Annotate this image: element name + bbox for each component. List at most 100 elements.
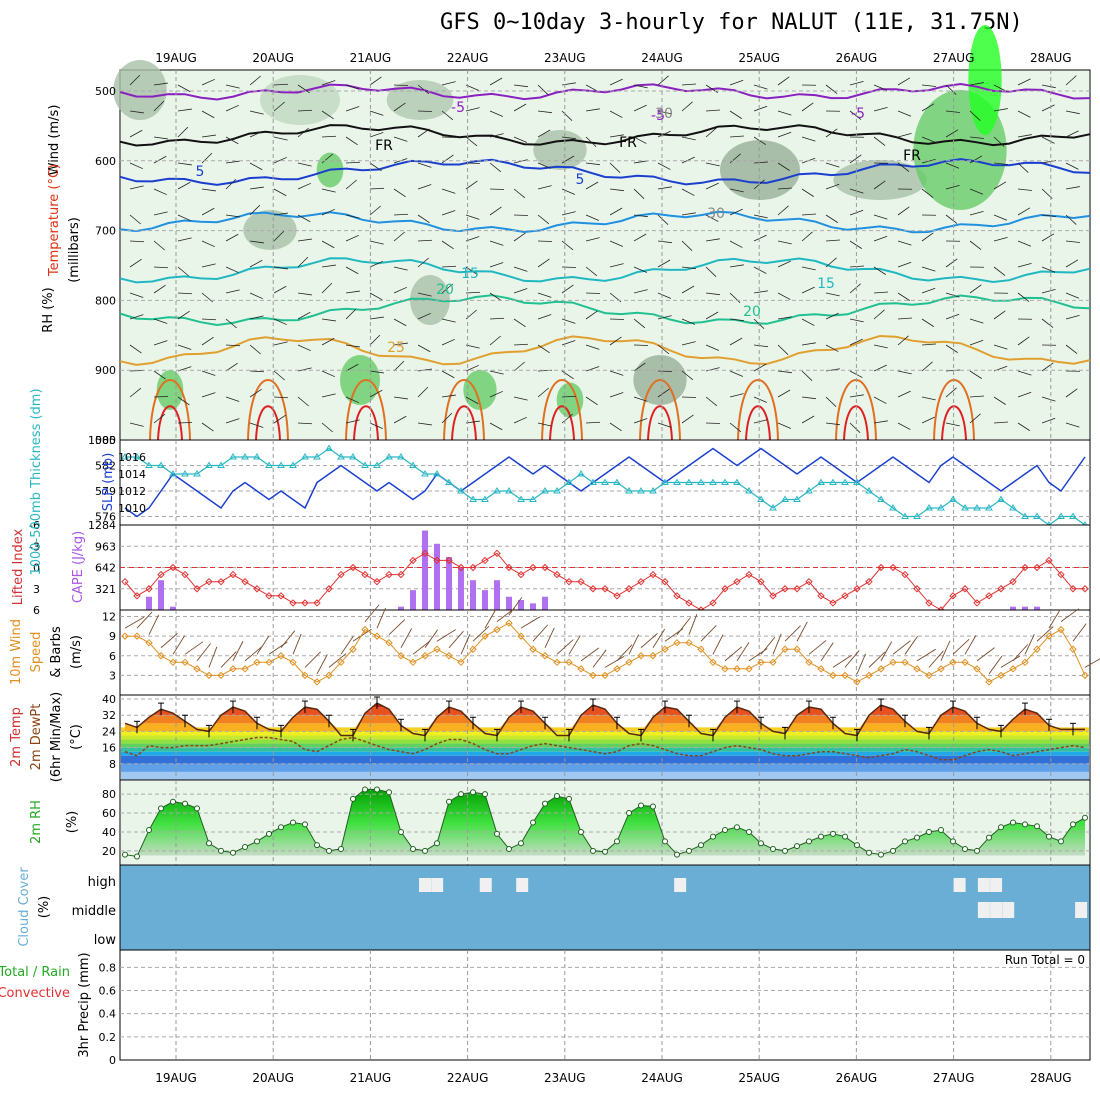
wind-ylabel2: Speed xyxy=(29,632,44,673)
wind-barb xyxy=(825,396,837,408)
wind-speed-point xyxy=(313,678,321,686)
li-point xyxy=(973,599,981,607)
wind-barb xyxy=(393,213,409,216)
wind-barb xyxy=(225,104,239,112)
wind-barb xyxy=(1041,266,1056,273)
li-point xyxy=(157,570,165,579)
rh-point xyxy=(302,821,308,828)
rh-blob xyxy=(260,75,340,125)
wind-barb xyxy=(129,314,144,320)
wind-barb xyxy=(369,370,384,374)
wind-tick-label: 12 xyxy=(102,611,116,624)
li-point xyxy=(901,570,909,579)
wind-barb xyxy=(585,181,599,190)
wind-barb xyxy=(1041,288,1056,294)
wind-barb xyxy=(681,101,693,112)
wind-barb xyxy=(201,152,213,164)
wind-barb xyxy=(369,162,382,172)
thickness-point xyxy=(265,461,273,468)
wind-barb xyxy=(1065,75,1077,86)
li-tick-label: -6 xyxy=(29,519,40,532)
li-point xyxy=(469,563,477,572)
li-point xyxy=(337,570,345,579)
wind-barb xyxy=(993,344,1008,350)
rh-point xyxy=(398,828,404,835)
rh-point xyxy=(146,827,152,834)
cloud-tick-label: low xyxy=(94,933,117,948)
wind-barb xyxy=(321,264,336,268)
li-point xyxy=(433,556,441,565)
rh-point xyxy=(866,849,872,856)
wind-barb xyxy=(753,136,766,145)
wind-barb xyxy=(465,84,480,91)
wind-barb-10m xyxy=(220,651,237,668)
thickness-points xyxy=(121,444,1089,528)
thickness-point xyxy=(481,495,489,502)
wind-barb xyxy=(897,370,912,375)
temp-band xyxy=(121,731,1089,736)
wind-barb-10m xyxy=(256,635,270,655)
thickness-point xyxy=(409,461,417,468)
wind-barb xyxy=(897,422,911,430)
wind-barb xyxy=(153,240,165,251)
wind-speed-point xyxy=(1069,645,1077,653)
li-point xyxy=(601,585,609,593)
date-label-bottom: 21AUG xyxy=(350,1071,392,1085)
wind-barb xyxy=(945,387,957,398)
thickness-line xyxy=(125,447,1086,526)
li-point xyxy=(265,592,273,600)
date-axis-bottom: 19AUG 20AUG 21AUG 22AUG 23AUG 24AUG 25AUG 26AUG… xyxy=(155,1071,1071,1085)
wind-barb xyxy=(705,214,719,222)
wind-barb xyxy=(1017,110,1031,118)
thickness-point xyxy=(865,487,873,494)
wind-barb xyxy=(441,110,454,121)
contour-loop xyxy=(443,379,485,441)
cape-bar xyxy=(494,580,500,610)
run-total: Run Total = 0 xyxy=(1005,953,1085,967)
wind-barb xyxy=(153,340,168,346)
wind-speed-point xyxy=(121,632,129,640)
wind-speed-point xyxy=(505,619,513,627)
wind-barb xyxy=(681,156,695,164)
wind-barb xyxy=(633,318,646,329)
rh-point xyxy=(878,851,884,858)
wind-barb xyxy=(465,364,479,372)
wind-barb xyxy=(417,312,431,320)
wind-ylabel3: & Barbs xyxy=(49,626,64,678)
wind-barb xyxy=(489,110,504,117)
wind-barb xyxy=(393,231,405,242)
chart-title: GFS 0~10day 3-hourly for NALUT (11E, 31.… xyxy=(440,10,1023,35)
wind-barb xyxy=(657,162,671,170)
thickness-tick-label: 576 xyxy=(95,511,116,524)
wind-barb xyxy=(849,265,864,268)
rh-point xyxy=(842,833,848,840)
wind-barb xyxy=(1041,396,1056,402)
rh-point xyxy=(338,845,344,852)
li-point xyxy=(205,577,213,586)
rh-ylabel-units: (%) xyxy=(65,811,80,834)
thickness-point xyxy=(1021,512,1029,519)
contour-label: FR xyxy=(619,135,637,151)
wind-barb xyxy=(969,155,983,164)
wind-barb xyxy=(897,240,912,246)
thickness-point xyxy=(289,461,297,468)
wind-speed-point xyxy=(265,658,273,667)
wind-speed-point xyxy=(781,645,789,653)
wind-speed-point xyxy=(229,665,237,673)
wind-barb xyxy=(417,292,432,297)
wind-barb xyxy=(153,188,167,196)
wind-barb xyxy=(417,422,432,426)
date-axis-top: 19AUG 20AUG 21AUG 22AUG 23AUG 24AUG 25AUG 26AUG… xyxy=(155,51,1071,65)
temp-tick-label: 40 xyxy=(102,693,116,706)
li-point xyxy=(805,577,813,586)
rh-point xyxy=(974,847,980,854)
rh-point xyxy=(566,795,572,802)
wind-barb xyxy=(513,361,525,372)
rh-point xyxy=(158,805,164,812)
wind-barb xyxy=(441,412,453,424)
wind-barb xyxy=(609,188,624,192)
wind-barb xyxy=(249,370,265,373)
wind-barb xyxy=(1041,84,1056,89)
contour-label: 20 xyxy=(436,282,454,298)
rh-point xyxy=(782,847,788,854)
